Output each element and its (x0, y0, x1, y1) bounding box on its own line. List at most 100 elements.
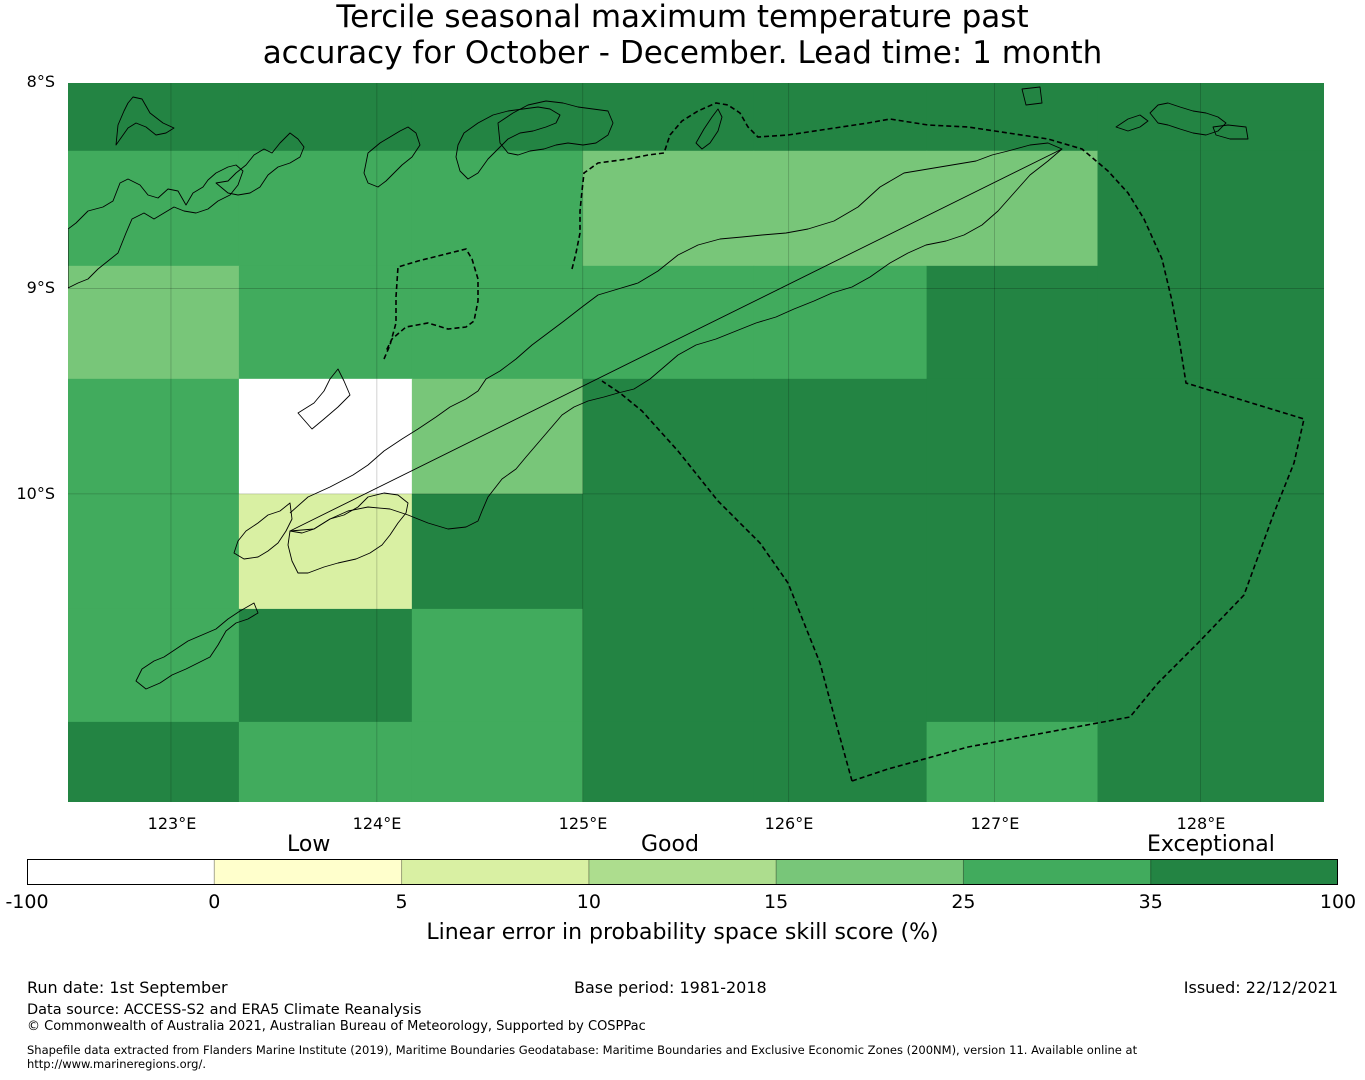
skill-cell-r6-c2 (411, 721, 584, 802)
eez-boundary-north (571, 102, 1305, 782)
colorbar-category-good: Good (641, 832, 699, 857)
skill-cell-r1-c4 (753, 150, 928, 267)
skill-cell-r1-c5 (926, 150, 1099, 267)
coastline-north-island-3 (215, 132, 305, 196)
skill-cell-r5-c2 (411, 608, 584, 723)
skill-cell-r3-c0 (68, 378, 240, 495)
skill-cell-r6-c4 (753, 721, 928, 802)
skill-cell-r0-c6 (1097, 83, 1324, 152)
skill-cell-r2-c4 (753, 265, 928, 380)
skill-cell-r0-c0 (68, 83, 240, 152)
base-period: Base period: 1981-2018 (574, 978, 767, 997)
colorbar-tick-label: 5 (395, 891, 408, 913)
coastline-small-island-1 (1115, 114, 1149, 132)
skill-cell-r5-c1 (238, 608, 413, 723)
colorbar-segment-3 (588, 859, 777, 885)
skill-cell-r1-c1 (238, 150, 413, 267)
skill-cell-r0-c5 (926, 83, 1099, 152)
chart-title-line-2: accuracy for October - December. Lead ti… (262, 35, 1103, 71)
colorbar-tick-label: 35 (1138, 891, 1163, 913)
skill-cell-r5-c3 (582, 608, 755, 723)
lon-label-125e: 125°E (558, 814, 608, 833)
skill-cell-r6-c6 (1097, 721, 1324, 802)
skill-score-grid (68, 83, 1324, 802)
colorbar-segment-0 (27, 859, 215, 885)
skill-cell-r4-c2 (411, 493, 584, 610)
shapefile-credit-line-1: Shapefile data extracted from Flanders M… (27, 1043, 1138, 1057)
run-date: Run date: 1st September (27, 978, 228, 997)
skill-cell-r3-c3 (582, 378, 755, 495)
coastline-north-island-4 (363, 126, 421, 188)
coastline-semau-island (233, 502, 293, 560)
coastline-north-islands (68, 164, 244, 289)
colorbar-segment-4 (776, 859, 964, 885)
copyright: © Commonwealth of Australia 2021, Austra… (27, 1019, 646, 1034)
colorbar-segment-1 (214, 859, 403, 885)
coastline-north-island-2 (115, 96, 175, 146)
eez-boundary (383, 102, 1305, 782)
chart-title-line-1: Tercile seasonal maximum temperature pas… (336, 0, 1029, 35)
colorbar-category-exceptional: Exceptional (1147, 832, 1275, 857)
skill-cell-r4-c3 (582, 493, 755, 610)
colorbar-segments (27, 859, 1338, 885)
coastline-small-island-2 (1212, 124, 1249, 140)
coastline (68, 86, 1249, 690)
lon-label-123e: 123°E (147, 814, 197, 833)
map-plot (68, 83, 1324, 802)
colorbar-tick-label: 10 (576, 891, 601, 913)
skill-cell-r2-c5 (926, 265, 1099, 380)
skill-cell-r2-c3 (582, 265, 755, 380)
coastline-oecusse-west (297, 368, 351, 430)
colorbar (27, 859, 1338, 885)
skill-cell-r3-c4 (753, 378, 928, 495)
skill-cell-r1-c2 (411, 150, 584, 267)
skill-cell-r4-c0 (68, 493, 240, 610)
skill-cell-r3-c2 (411, 378, 584, 495)
skill-cell-r2-c1 (238, 265, 413, 380)
colorbar-label: Linear error in probability space skill … (426, 920, 939, 945)
skill-cell-r4-c5 (926, 493, 1099, 610)
lat-label-8s: 8°S (26, 72, 55, 91)
skill-cell-r6-c0 (68, 721, 240, 802)
lon-label-128e: 128°E (1176, 814, 1226, 833)
lon-label-127e: 127°E (970, 814, 1020, 833)
coastline-wetar-island (1149, 102, 1227, 136)
skill-cell-r1-c0 (68, 150, 240, 267)
coastline-rote-island (135, 602, 259, 690)
skill-cell-r0-c4 (753, 83, 928, 152)
skill-cell-r1-c6 (1097, 150, 1324, 267)
lon-label-126e: 126°E (764, 814, 814, 833)
colorbar-segment-5 (963, 859, 1152, 885)
lat-label-10s: 10°S (16, 484, 55, 503)
coastline-timor-north (289, 142, 1063, 514)
shapefile-credit-line-2: http://www.marineregions.org/. (27, 1057, 206, 1071)
colorbar-tick-label: 25 (951, 891, 976, 913)
coastline-north-island-5 (455, 106, 561, 180)
skill-cell-r4-c4 (753, 493, 928, 610)
skill-cell-r2-c0 (68, 265, 240, 380)
skill-cell-r2-c6 (1097, 265, 1324, 380)
lon-label-124e: 124°E (352, 814, 402, 833)
skill-cell-r5-c6 (1097, 608, 1324, 723)
issued-date: Issued: 22/12/2021 (1183, 978, 1338, 997)
colorbar-segment-6 (1150, 859, 1338, 885)
colorbar-tick-label: -100 (5, 891, 49, 913)
eez-boundary-south (601, 380, 853, 782)
colorbar-segment-2 (401, 859, 590, 885)
coastline-north-island-6 (497, 100, 614, 156)
skill-cell-r5-c4 (753, 608, 928, 723)
coastline-small-island-3 (1021, 86, 1043, 106)
skill-cell-r1-c3 (582, 150, 755, 267)
skill-cell-r3-c6 (1097, 378, 1324, 495)
map-gridlines (68, 83, 1324, 802)
lat-label-9s: 9°S (26, 278, 55, 297)
eez-boundary-oecusse (383, 248, 479, 360)
skill-cell-r0-c1 (238, 83, 413, 152)
coastline-timor-south (289, 148, 1063, 534)
skill-cell-r6-c3 (582, 721, 755, 802)
skill-cell-r4-c1 (238, 493, 413, 610)
coastline-atauro-island (695, 108, 723, 150)
skill-cell-r4-c6 (1097, 493, 1324, 610)
colorbar-tick-label: 15 (764, 891, 789, 913)
skill-cell-r6-c5 (926, 721, 1099, 802)
